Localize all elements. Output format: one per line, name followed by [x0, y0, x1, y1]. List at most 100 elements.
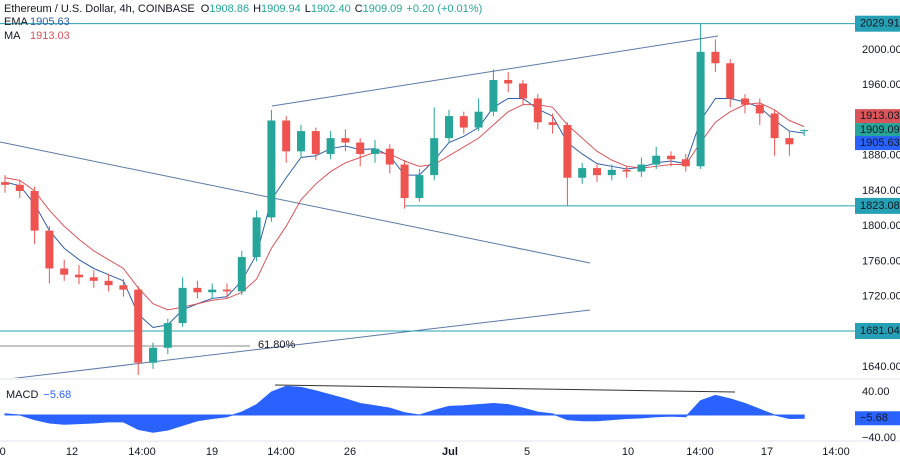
candle-body: [163, 323, 172, 348]
candle-body: [652, 155, 661, 165]
candle-body: [785, 138, 794, 145]
price-box: [855, 109, 900, 124]
macd-name: MACD: [6, 389, 38, 401]
candle-body: [237, 257, 246, 292]
candle-body: [696, 51, 705, 167]
price-box-label: 1909.09: [860, 124, 900, 136]
divergence-line: [274, 384, 736, 393]
candle-body: [726, 63, 735, 99]
y-tick-label: 1640.00: [862, 361, 900, 373]
candle-body: [415, 175, 424, 199]
candle-body: [400, 164, 409, 199]
candle-body: [489, 79, 498, 112]
x-tick-label: 14:00: [0, 446, 6, 458]
candle-body: [119, 285, 128, 290]
level-box: [855, 197, 900, 214]
candle-body: [563, 124, 572, 178]
y-tick-label: 1840.00: [862, 185, 900, 197]
candle-body: [385, 148, 394, 165]
candle-body: [178, 287, 187, 324]
candle-body: [193, 287, 202, 293]
candle-body: [45, 230, 54, 269]
ma-name: EMA: [4, 16, 29, 28]
candle-body: [474, 111, 483, 128]
level-label: 2029.91: [860, 18, 900, 30]
macd-tick-label: 40.00: [862, 386, 890, 398]
candle-body: [104, 280, 113, 286]
candle-body: [208, 289, 217, 293]
x-tick-label: Jul: [442, 446, 458, 458]
price-box-label: 1913.03: [860, 110, 900, 122]
candle-body: [60, 268, 69, 275]
macd-pane: [4, 384, 805, 433]
level-label: 1681.04: [860, 325, 900, 337]
candle-body: [223, 289, 231, 292]
ma-legend: EMA 1905.63: [4, 16, 70, 28]
y-tick-label: 1880.00: [862, 150, 900, 162]
change: +0.20 (+0.01%): [406, 3, 482, 15]
x-tick-label: 10: [622, 446, 634, 458]
ohlc-key: O: [201, 3, 210, 15]
trendline: [0, 141, 591, 264]
price-box: [855, 123, 900, 138]
candle-body: [770, 113, 779, 139]
y-tick-label: 1760.00: [862, 255, 900, 267]
candle-body: [548, 122, 557, 125]
candle-body: [15, 184, 24, 191]
candle-body: [622, 169, 631, 172]
x-tick-label: 14:00: [822, 446, 850, 458]
candle-body: [297, 131, 305, 152]
level-box: [855, 15, 900, 32]
macd-box: [855, 411, 900, 426]
candle-body: [149, 347, 157, 363]
candle-body: [607, 169, 616, 176]
macd-tick-label: −40.00: [862, 432, 896, 444]
candle-body: [430, 138, 439, 176]
candle-body: [252, 217, 261, 258]
candle-body: [1, 182, 9, 185]
candle-body: [741, 98, 749, 105]
legend-header: Ethereum / U.S. Dollar, 4h, COINBASE O190…: [4, 3, 482, 15]
candle-body: [519, 83, 527, 99]
macd-area: [4, 385, 805, 433]
candle-body: [637, 164, 646, 172]
candle-body: [667, 155, 675, 160]
candle-body: [282, 120, 291, 152]
candle-body: [445, 116, 453, 139]
price-box: [855, 136, 900, 151]
y-tick-label: 2000.00: [862, 44, 900, 56]
macd-legend: MACD −5.68: [6, 389, 71, 401]
x-tick-label: 14:00: [128, 446, 156, 458]
candle-body: [800, 130, 809, 132]
ohlc-value: 1909.09: [363, 3, 403, 15]
trendline: [12, 309, 591, 378]
level-box: [855, 322, 900, 339]
ma-value: 1905.63: [30, 16, 70, 28]
candle-body: [134, 289, 143, 363]
candle-body: [371, 148, 379, 154]
x-tick-label: 26: [344, 446, 356, 458]
candle-body: [341, 138, 350, 143]
ma-value: 1913.03: [30, 30, 70, 42]
x-tick-label: 14:00: [686, 446, 714, 458]
y-tick-label: 1720.00: [862, 291, 900, 303]
x-tick-label: 14:00: [267, 446, 295, 458]
fib-label: 61.80%: [258, 339, 296, 351]
ohlc-value: 1902.40: [311, 3, 351, 15]
candle-body: [356, 142, 365, 154]
level-label: 1823.08: [860, 200, 900, 212]
candle-body: [459, 116, 468, 128]
x-tick-label: 5: [524, 446, 530, 458]
x-tick-label: 12: [66, 446, 78, 458]
price-box-label: 1905.63: [860, 137, 900, 149]
candle-body: [533, 98, 542, 123]
ohlc-key: H: [253, 3, 261, 15]
candle-body: [504, 79, 513, 84]
candle-body: [711, 51, 720, 64]
ohlc-key: L: [305, 3, 311, 15]
candle-body: [89, 277, 98, 281]
candle-body: [75, 274, 83, 278]
